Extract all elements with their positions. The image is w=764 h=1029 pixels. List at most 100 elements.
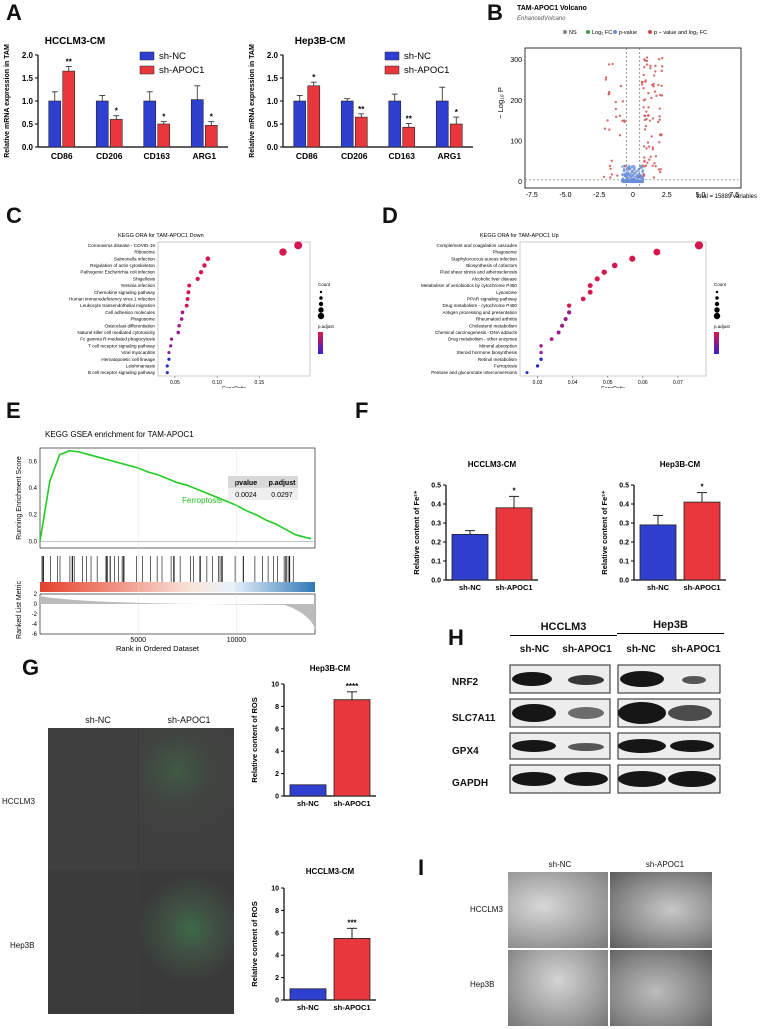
series-label: Ferroptosis <box>182 496 222 505</box>
blot-bands <box>509 664 721 794</box>
legend-label: p − value and log₂ FC <box>654 30 707 36</box>
term-label: Fc gamma R-mediated phagocytosis <box>80 337 156 342</box>
term-dot <box>525 371 529 375</box>
y-axis-label: Relative content of Fe²⁺ <box>412 490 421 574</box>
y-tick-label: 1.0 <box>22 97 34 106</box>
term-dot <box>580 296 586 302</box>
y-axis-label: Relative mRNA expression in TAM <box>4 44 11 158</box>
y-axis-label: Ranked List Metric <box>16 581 23 639</box>
blot-lane-label: sh-APOC1 <box>671 644 721 655</box>
term-label: PPAR signaling pathway <box>467 296 518 301</box>
y-tick-label: 0.2 <box>29 513 38 519</box>
volcano-point <box>623 168 626 172</box>
term-label: Viral myocarditis <box>121 350 155 355</box>
bar-sh-nc <box>190 99 204 148</box>
legend-title: p.adjust <box>318 324 335 329</box>
x-tick-label: ARG1 <box>437 151 461 161</box>
volcano-point <box>643 156 646 159</box>
blot-lane-label: sh-NC <box>519 644 550 655</box>
fluor-row-label-hcclm3: HCCLM3 <box>2 797 35 806</box>
volcano-point <box>661 65 664 68</box>
panel-label-a: A <box>6 0 22 25</box>
caption: total = 15889 variables <box>696 194 757 200</box>
chart-title: HCCLM3-CM <box>306 867 355 876</box>
tem-row-label-hep3b: Hep3B <box>470 980 495 989</box>
legend-title: p.adjust <box>714 324 731 329</box>
volcano-point <box>651 148 655 151</box>
y-tick-label: 100 <box>510 138 522 145</box>
volcano-point <box>621 165 624 168</box>
panel-label-g: G <box>22 655 40 680</box>
volcano-point <box>660 84 663 88</box>
x-axis-label: GeneRatio <box>601 386 625 388</box>
volcano-point <box>657 83 660 87</box>
volcano-point <box>648 119 652 122</box>
volcano-point <box>609 176 612 179</box>
term-label: Retinol metabolism <box>478 357 517 362</box>
term-dot <box>198 269 204 275</box>
y-tick-label: 0.0 <box>431 578 441 585</box>
volcano-point <box>604 78 607 81</box>
x-tick-label: sh-NC <box>297 1003 320 1012</box>
term-dot <box>535 364 540 368</box>
term-label: T cell receptor signaling pathway <box>88 343 156 348</box>
volcano-point <box>652 176 656 179</box>
y-tick-label: 2.0 <box>22 51 34 60</box>
volcano-point <box>645 63 649 66</box>
y-tick-label: 0.1 <box>431 559 441 566</box>
y-tick-label: 1.5 <box>267 74 279 83</box>
bar-sh-apoc1 <box>354 116 368 148</box>
volcano-point <box>621 119 624 122</box>
bar-chart-fe-hep3b: Hep3B-CM Relative content of Fe²⁺ 0.0 0.1 0.… <box>600 460 726 592</box>
volcano-point <box>641 169 645 172</box>
blot-lane-label: sh-NC <box>626 644 656 655</box>
x-tick-label: 0.05 <box>603 380 613 386</box>
volcano-point <box>603 127 607 130</box>
legend-colorbar <box>318 332 323 354</box>
volcano-point <box>637 167 640 171</box>
x-axis-label: GeneRatio <box>222 386 246 388</box>
y-tick-label: 0.0 <box>22 143 34 152</box>
y-axis-label: Relative mRNA expression in TAM <box>249 44 256 158</box>
x-tick-label: sh-APOC1 <box>333 1003 370 1012</box>
x-tick-label: CD86 <box>296 151 318 161</box>
plot-frame <box>519 241 707 377</box>
y-tick-label: 0 <box>275 998 279 1005</box>
volcano-point <box>642 87 645 90</box>
enrichment-score-line <box>39 449 312 542</box>
volcano-point <box>657 58 661 61</box>
legend-size-dot <box>715 296 719 300</box>
chart-title: HCCLM3-CM <box>468 460 517 469</box>
panel-label-c: C <box>6 203 22 228</box>
y-tick-label: 0.6 <box>29 459 38 465</box>
volcano-point <box>618 114 622 118</box>
y-tick-label: 10 <box>271 682 279 689</box>
y-tick-label: -6 <box>32 632 38 638</box>
volcano-point <box>658 107 661 110</box>
volcano-point <box>657 168 661 171</box>
y-tick-label: 0.4 <box>29 486 38 492</box>
volcano-point <box>630 170 634 173</box>
x-tick-label: CD86 <box>51 151 73 161</box>
legend-size-dot <box>713 312 721 320</box>
volcano-point <box>644 164 648 167</box>
volcano-point <box>645 110 648 113</box>
term-label: Steroid hormone biosynthesis <box>456 350 517 355</box>
x-tick-label: sh-APOC1 <box>683 583 720 592</box>
volcano-point <box>656 120 660 124</box>
bar-sh-apoc1 <box>402 126 416 148</box>
bar-sh-apoc1 <box>204 125 218 148</box>
term-dot <box>539 357 543 361</box>
volcano-point <box>609 167 612 171</box>
y-tick-label: 1.0 <box>267 97 279 106</box>
bar-sh-apoc1 <box>109 119 123 148</box>
chart-title: Hep3B-CM <box>660 460 701 469</box>
y-tick-label: 0.3 <box>431 521 441 528</box>
volcano-point <box>611 62 614 66</box>
volcano-point <box>658 118 661 121</box>
blot-group-hcclm3: HCCLM3 <box>510 621 617 636</box>
y-tick-label: 0 <box>518 179 522 186</box>
bar-chart-hcclm3-mrna: HCCLM3-CM Relative mRNA expression in TAM… <box>4 36 228 161</box>
y-axis-label: Relative content of Fe²⁺ <box>600 490 609 574</box>
volcano-point <box>646 141 650 144</box>
